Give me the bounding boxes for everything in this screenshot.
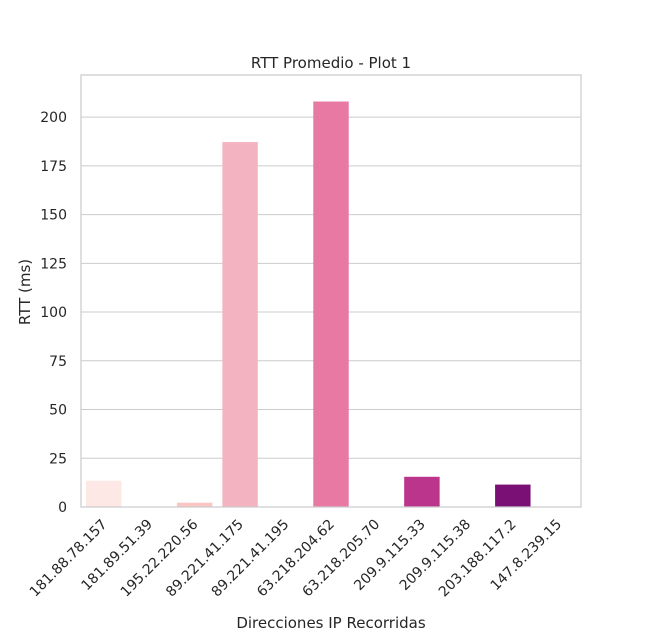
y-tick-label: 175 bbox=[40, 159, 67, 175]
bar-209.9.115.33 bbox=[404, 476, 440, 507]
y-axis-label: RTT (ms) bbox=[16, 259, 34, 325]
bar-63.218.204.62 bbox=[313, 101, 349, 507]
bar-181.88.78.157 bbox=[86, 480, 122, 507]
y-tick-label: 25 bbox=[49, 451, 67, 467]
y-tick-label: 50 bbox=[49, 403, 67, 419]
y-tick-label: 125 bbox=[40, 256, 67, 272]
y-tick-label: 0 bbox=[58, 500, 67, 516]
y-tick-label: 150 bbox=[40, 208, 67, 224]
y-tick-label: 75 bbox=[49, 354, 67, 370]
x-axis-label: Direcciones IP Recorridas bbox=[236, 614, 426, 632]
y-tick-label: 100 bbox=[40, 305, 67, 321]
y-tick-labels: 0 25 50 75 100 125 150 175 200 bbox=[40, 110, 67, 516]
bar-195.22.220.56 bbox=[176, 502, 213, 507]
bars bbox=[86, 101, 531, 507]
plot-frame bbox=[80, 74, 582, 508]
y-tick-label: 200 bbox=[40, 110, 67, 126]
bar-203.188.117.2 bbox=[495, 484, 531, 507]
chart-title: RTT Promedio - Plot 1 bbox=[251, 54, 411, 72]
bar-89.221.41.175 bbox=[222, 142, 258, 507]
